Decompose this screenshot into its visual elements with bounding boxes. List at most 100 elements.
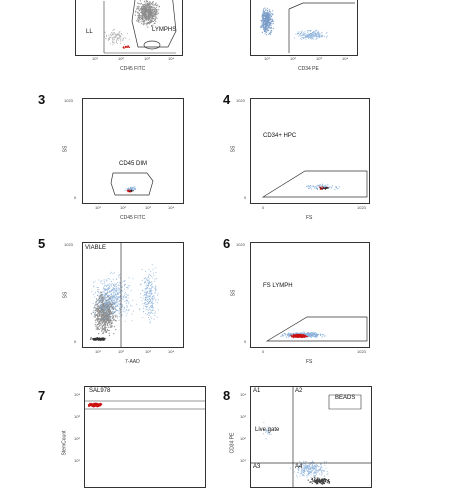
event-dot (99, 323, 101, 325)
event-dot (315, 335, 318, 338)
event-dot (119, 277, 121, 279)
event-dot (325, 32, 327, 34)
event-dot (272, 10, 274, 12)
event-dot (143, 20, 145, 22)
event-dot (144, 278, 146, 280)
event-dot (109, 282, 111, 284)
event-dot (111, 299, 112, 301)
event-dot (298, 467, 299, 468)
event-dot (115, 309, 116, 310)
event-dot (316, 482, 318, 484)
event-dot (309, 468, 311, 470)
event-dot (113, 333, 115, 335)
event-dot (302, 32, 304, 34)
event-dot (108, 295, 110, 297)
y-axis-label: SS (230, 145, 237, 153)
event-dot (96, 318, 98, 321)
event-dot (326, 187, 328, 188)
gate-label-fs-lymph: FS LYMPH (263, 283, 293, 289)
event-dot (111, 288, 113, 290)
event-dot (317, 31, 319, 33)
event-dot (99, 291, 101, 293)
x-tick: 1023 (357, 349, 366, 354)
event-dot (143, 278, 145, 279)
event-dot (314, 31, 316, 33)
event-dot (302, 475, 304, 476)
y-tick: 0 (74, 339, 77, 344)
event-dot (98, 404, 100, 406)
event-dot (154, 300, 156, 302)
event-dot (139, 308, 141, 310)
event-dot (158, 299, 159, 301)
event-dot (112, 30, 114, 32)
event-dot (134, 187, 136, 189)
event-dot (153, 309, 155, 311)
x-tick: 10⁴ (168, 349, 175, 354)
event-dot (151, 288, 153, 290)
event-dot (270, 21, 272, 23)
event-dot (306, 465, 308, 467)
event-dot (140, 8, 143, 10)
event-dot (151, 286, 152, 288)
event-dot (291, 335, 293, 337)
event-dot (150, 15, 152, 17)
event-dot (126, 46, 128, 48)
event-dot (309, 186, 311, 188)
event-dot (113, 312, 115, 314)
event-dot (127, 310, 129, 311)
event-dot (124, 283, 126, 285)
event-dot (113, 313, 115, 315)
event-dot (152, 5, 154, 7)
event-dot (108, 334, 111, 337)
y-tick: 10³ (240, 414, 246, 419)
event-dot (112, 316, 114, 318)
event-dot (318, 34, 320, 36)
event-dot (310, 184, 312, 187)
event-dot (95, 328, 97, 330)
event-dot (150, 274, 151, 276)
event-dot (97, 323, 100, 325)
event-dot (149, 293, 151, 295)
event-dot (321, 470, 323, 472)
panel-number-4: 4 (223, 92, 231, 107)
event-dot (127, 188, 130, 190)
event-dot (109, 33, 111, 35)
event-dot (109, 37, 111, 39)
event-dot (292, 334, 295, 336)
event-dot (142, 4, 144, 6)
event-dot (114, 34, 116, 36)
event-dot (318, 184, 321, 186)
event-dot (150, 6, 152, 8)
event-dot (111, 320, 113, 322)
event-dot (266, 15, 268, 17)
event-dot (316, 35, 318, 37)
event-dot (153, 13, 155, 15)
event-dot (118, 316, 120, 318)
event-dot (154, 297, 156, 299)
event-dot (147, 290, 148, 292)
event-dot (109, 321, 111, 323)
event-dot (101, 298, 103, 300)
event-dot (151, 275, 153, 277)
event-dot (308, 468, 310, 470)
event-dot (99, 320, 101, 322)
event-dot (101, 302, 103, 304)
event-dot (323, 475, 325, 477)
event-dot (308, 335, 310, 337)
event-dot (111, 32, 113, 34)
event-dot (103, 310, 105, 312)
event-dot (307, 467, 309, 469)
event-dot (154, 315, 156, 316)
event-dot (143, 310, 145, 312)
event-dot (118, 289, 120, 291)
event-dot (118, 291, 120, 293)
event-dot (271, 18, 273, 20)
event-dot (144, 17, 146, 19)
event-dot (127, 285, 129, 287)
event-dot (93, 285, 95, 287)
event-dot (303, 335, 305, 337)
event-dot (139, 10, 141, 12)
event-dot (143, 21, 146, 23)
event-dot (107, 302, 109, 304)
event-dot (98, 315, 100, 318)
